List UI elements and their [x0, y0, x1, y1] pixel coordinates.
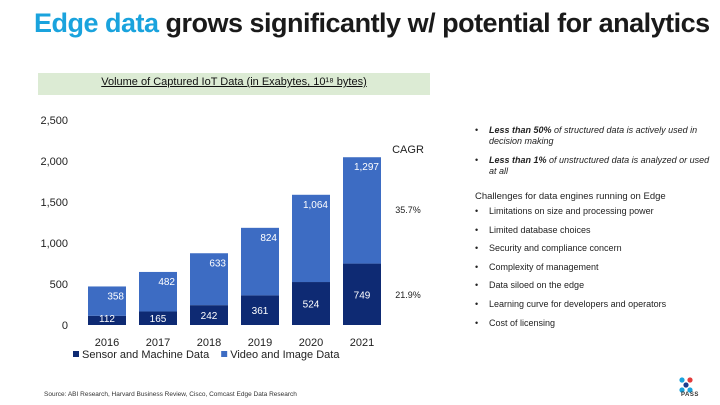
- challenge-item: Limited database choices: [475, 225, 715, 244]
- iot-data-chart: 0 500 1,000 1,500 2,000 2,500 112 358 2016 165 482…: [40, 115, 424, 361]
- cagr-sensor-value: 21.9%: [395, 290, 421, 300]
- x-tick-label: 2019: [248, 337, 272, 349]
- chart-title: Volume of Captured IoT Data (in Exabytes…: [101, 76, 367, 88]
- challenge-item: Limitations on size and processing power: [475, 206, 715, 225]
- x-tick-label: 2021: [350, 337, 374, 349]
- y-tick-label: 500: [50, 279, 68, 291]
- y-tick-label: 2,500: [40, 115, 68, 127]
- legend-swatch: [221, 351, 228, 357]
- pass-logo-icon: [679, 377, 693, 393]
- bar-video-image: [139, 271, 177, 312]
- stat-text: of unstructured data is analyzed or used…: [489, 155, 710, 176]
- data-label-sensor: 749: [354, 290, 371, 301]
- stat-text: of structured data is actively used in d…: [489, 125, 698, 146]
- stat-bold: Less than 50%: [489, 125, 552, 135]
- data-label-video: 482: [158, 277, 175, 288]
- challenges-heading: Challenges for data engines running on E…: [475, 191, 666, 202]
- bar-sensor-machine: [139, 311, 177, 325]
- chart-title-box: Volume of Captured IoT Data (in Exabytes…: [38, 73, 430, 95]
- challenge-item: Security and compliance concern: [475, 243, 715, 262]
- data-label-video: 1,064: [303, 200, 328, 211]
- source-note: Source: ABI Research, Harvard Business R…: [44, 391, 297, 398]
- data-label-sensor: 524: [303, 300, 320, 311]
- y-tick-label: 0: [62, 320, 68, 332]
- bar-video-image: [241, 227, 279, 296]
- challenge-item: Data siloed on the edge: [475, 280, 715, 299]
- x-tick-label: 2020: [299, 337, 323, 349]
- data-label-video: 1,297: [354, 162, 379, 173]
- bar-video-image: [343, 157, 381, 264]
- title-rest: grows significantly w/ potential for ana…: [158, 8, 711, 38]
- bar-sensor-machine: [88, 315, 126, 325]
- challenges-list: Limitations on size and processing power…: [475, 206, 715, 336]
- legend-label: Video and Image Data: [230, 349, 340, 361]
- bar-sensor-machine: [241, 295, 279, 325]
- data-label-sensor: 242: [201, 311, 218, 322]
- page-title: Edge data grows significantly w/ potenti…: [34, 8, 710, 39]
- challenge-item: Learning curve for developers and operat…: [475, 299, 715, 318]
- title-accent: Edge data: [34, 8, 159, 38]
- bar-video-image: [88, 286, 126, 316]
- data-label-sensor: 165: [150, 314, 167, 325]
- legend-swatch: [73, 351, 79, 357]
- x-tick-label: 2017: [146, 337, 170, 349]
- data-label-sensor: 361: [252, 306, 269, 317]
- y-tick-label: 1,500: [40, 197, 68, 209]
- stats-list: Less than 50% of structured data is acti…: [475, 125, 715, 185]
- cagr-video-value: 35.7%: [395, 205, 421, 215]
- data-label-video: 358: [107, 291, 124, 302]
- logo-text: PASS: [681, 392, 699, 398]
- bar-sensor-machine: [190, 305, 228, 325]
- bar-video-image: [292, 194, 330, 283]
- legend-label: Sensor and Machine Data: [82, 349, 210, 361]
- y-tick-label: 1,000: [40, 238, 68, 250]
- y-tick-label: 2,000: [40, 156, 68, 168]
- bar-sensor-machine: [292, 282, 330, 325]
- stat-bold: Less than 1%: [489, 155, 547, 165]
- data-label-sensor: 112: [99, 314, 115, 325]
- data-label-video: 824: [260, 233, 277, 244]
- stat-item: Less than 50% of structured data is acti…: [475, 125, 715, 147]
- stat-item: Less than 1% of unstructured data is ana…: [475, 155, 715, 177]
- bar-video-image: [190, 253, 228, 306]
- data-label-video: 633: [209, 258, 226, 269]
- bar-sensor-machine: [343, 263, 381, 325]
- challenge-item: Cost of licensing: [475, 318, 715, 337]
- x-tick-label: 2016: [95, 337, 119, 349]
- challenge-item: Complexity of management: [475, 262, 715, 281]
- cagr-header: CAGR: [392, 144, 424, 156]
- x-tick-label: 2018: [197, 337, 221, 349]
